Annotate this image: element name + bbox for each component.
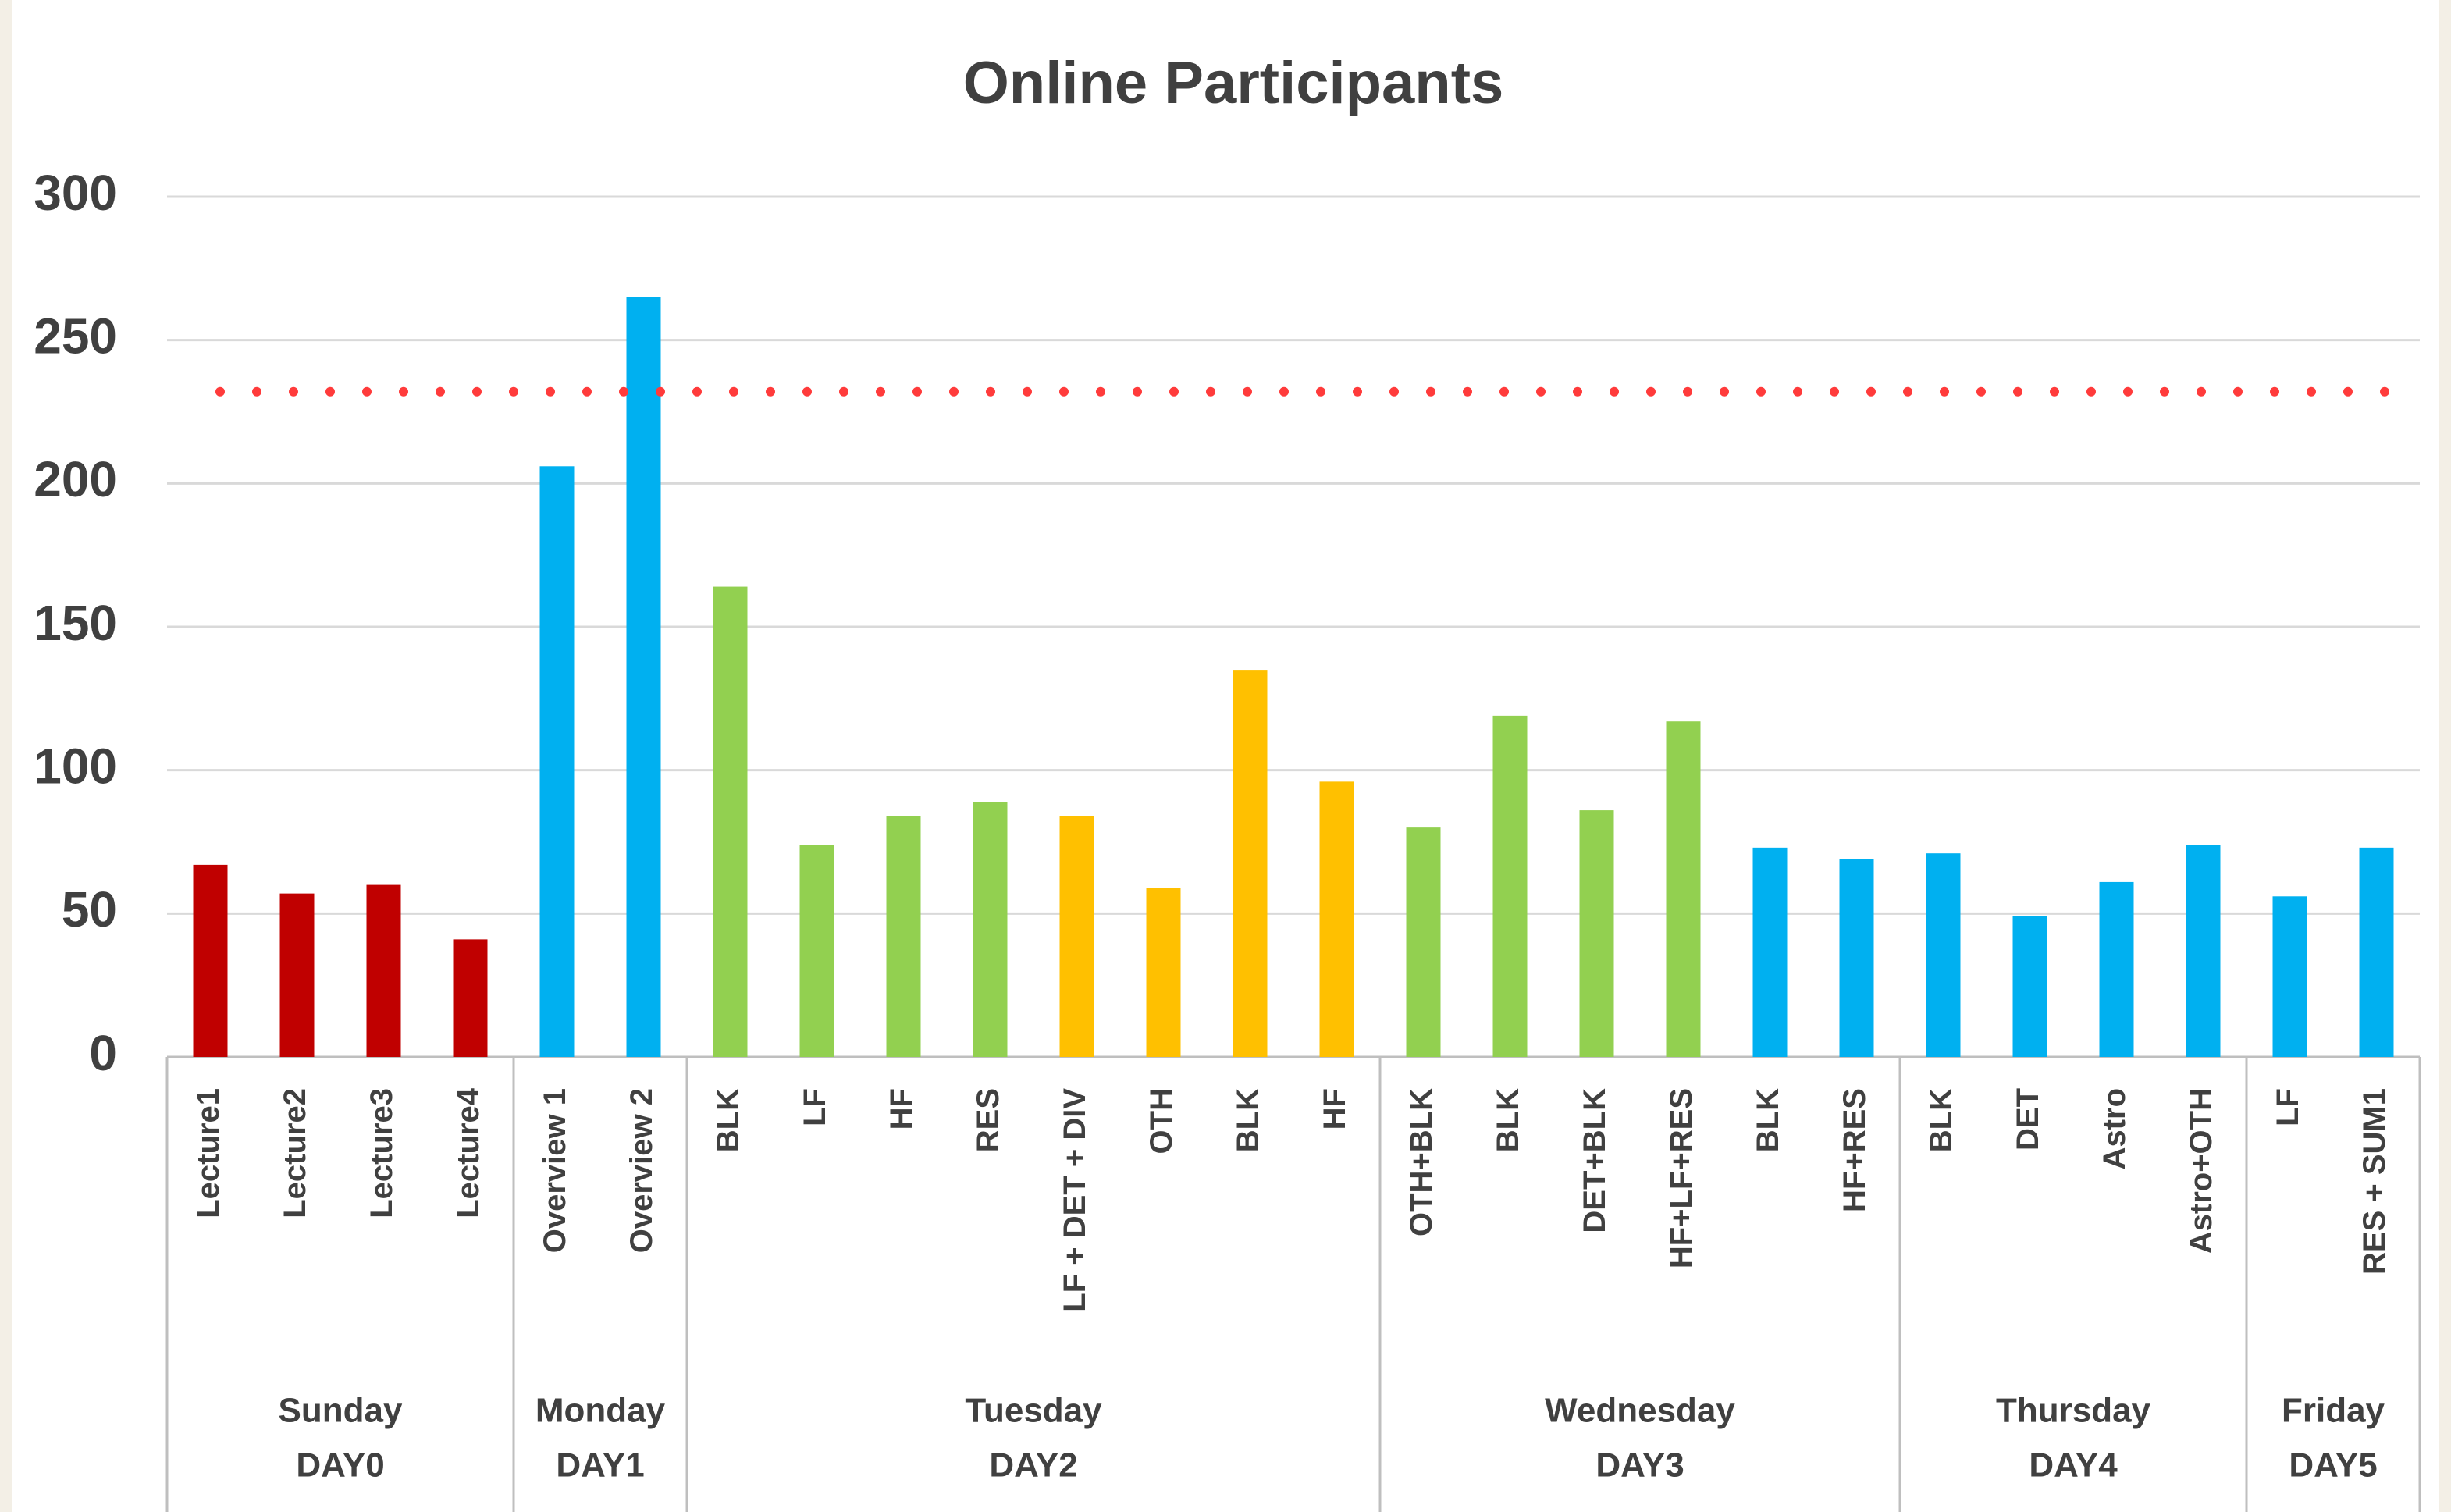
group-day-label: Friday <box>2282 1392 2385 1430</box>
x-tick-label: Lecture1 <box>191 1088 226 1218</box>
x-tick-label: Astro+OTH <box>2184 1088 2218 1254</box>
x-tick-label: OTH+BLK <box>1404 1088 1439 1236</box>
y-tick-label: 150 <box>34 595 117 651</box>
bar <box>1579 810 1614 1057</box>
x-tick-label: OTH <box>1144 1088 1179 1154</box>
x-tick-label: BLK <box>1751 1088 1785 1152</box>
bar <box>1839 859 1874 1057</box>
bar <box>366 884 401 1057</box>
bar <box>2099 881 2134 1057</box>
x-tick-label: BLK <box>1924 1088 1958 1152</box>
bar <box>799 845 834 1057</box>
group-label: DAY1 <box>556 1446 644 1485</box>
bar <box>713 586 748 1057</box>
bar <box>453 939 488 1057</box>
y-tick-label: 0 <box>89 1025 117 1081</box>
y-tick-label: 300 <box>34 165 117 221</box>
group-day-label: Wednesday <box>1545 1392 1735 1430</box>
bar <box>1752 847 1788 1057</box>
group-label: DAY5 <box>2289 1446 2377 1485</box>
bar <box>539 466 575 1057</box>
bar <box>279 893 315 1057</box>
bar <box>973 802 1008 1057</box>
x-tick-label: Lecture4 <box>451 1087 486 1218</box>
bar <box>1666 721 1701 1057</box>
x-tick-label: HF+LF+RES <box>1664 1088 1699 1268</box>
group-label: DAY0 <box>296 1446 384 1485</box>
y-tick-label: 250 <box>34 308 117 365</box>
x-tick-label: Lecture3 <box>365 1088 399 1218</box>
x-tick-label: LF + DET + DIV <box>1058 1088 1092 1312</box>
bar <box>1059 816 1094 1057</box>
x-tick-label: HF <box>884 1088 919 1130</box>
x-tick-label: Overview 2 <box>624 1088 659 1253</box>
bar <box>1146 888 1181 1057</box>
bar <box>1926 853 1961 1057</box>
x-tick-label: BLK <box>1491 1088 1525 1152</box>
x-tick-label: BLK <box>711 1088 745 1152</box>
group-day-label: Tuesday <box>965 1392 1102 1430</box>
bar <box>2012 916 2047 1057</box>
x-tick-label: BLK <box>1231 1088 1265 1152</box>
bar <box>1319 781 1354 1057</box>
x-tick-label: LF <box>798 1088 832 1126</box>
group-day-label: Thursday <box>1996 1392 2151 1430</box>
group-day-label: Monday <box>535 1392 666 1430</box>
bar <box>2186 845 2221 1057</box>
x-tick-label: Astro <box>2097 1088 2132 1169</box>
bar <box>193 864 228 1057</box>
y-tick-label: 200 <box>34 451 117 507</box>
group-label: DAY4 <box>2029 1446 2118 1485</box>
x-tick-label: RES <box>971 1088 1005 1152</box>
bar <box>2272 896 2307 1057</box>
bar <box>1492 715 1528 1057</box>
x-tick-label: DET <box>2011 1088 2045 1151</box>
bar <box>626 297 661 1058</box>
bar <box>1233 670 1268 1057</box>
bar <box>2359 847 2394 1057</box>
x-tick-label: RES + SUM1 <box>2357 1088 2392 1275</box>
x-tick-label: DET+BLK <box>1578 1088 1612 1233</box>
group-label: DAY2 <box>989 1446 1077 1485</box>
chart-background <box>12 0 2439 1512</box>
bar <box>1406 827 1441 1057</box>
chart-title: Online Participants <box>963 50 1504 116</box>
group-label: DAY3 <box>1595 1446 1684 1485</box>
x-tick-label: HF <box>1318 1088 1352 1130</box>
group-day-label: Sunday <box>279 1392 403 1430</box>
y-tick-label: 50 <box>62 881 117 937</box>
x-tick-label: Lecture2 <box>278 1088 312 1218</box>
x-tick-label: LF <box>2271 1088 2305 1126</box>
x-tick-label: HF+RES <box>1837 1088 1872 1212</box>
y-tick-label: 100 <box>34 738 117 795</box>
bar <box>886 816 921 1057</box>
x-tick-label: Overview 1 <box>538 1088 572 1253</box>
